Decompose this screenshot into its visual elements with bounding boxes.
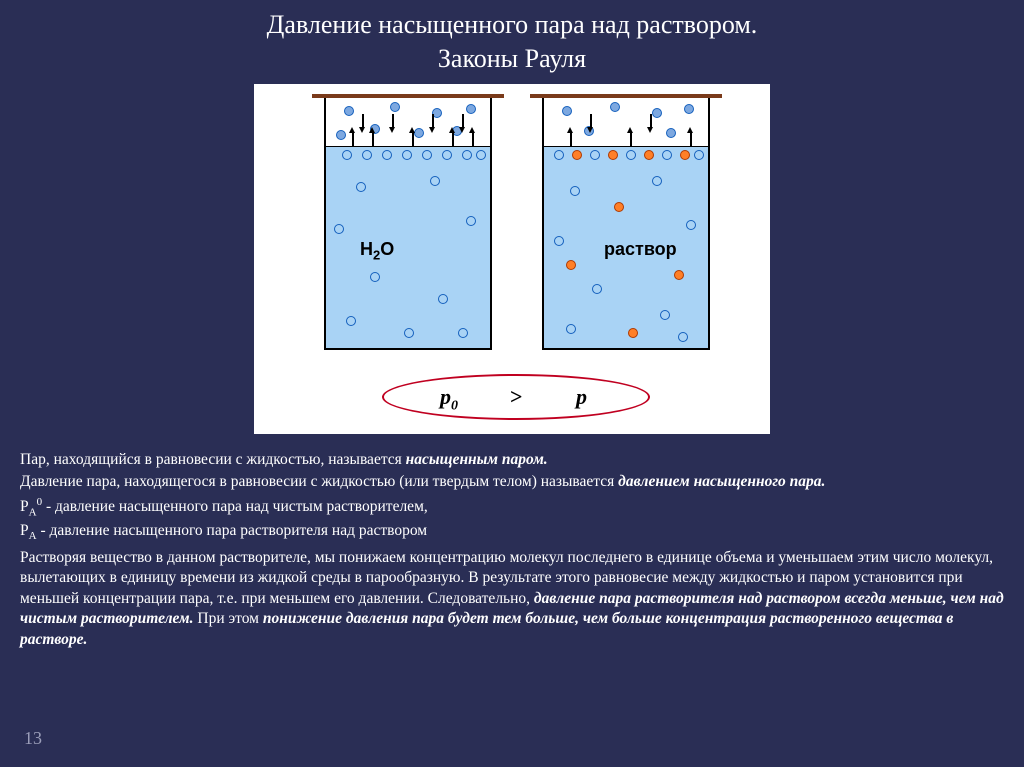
- evaporation-arrow: [630, 132, 632, 146]
- condensation-arrow: [392, 114, 394, 128]
- water-molecule: [570, 186, 580, 196]
- vapor-molecule: [666, 128, 676, 138]
- solute-molecule: [608, 150, 618, 160]
- vapor-region-inner: [544, 98, 708, 146]
- vapor-molecule: [432, 108, 442, 118]
- water-molecule: [476, 150, 486, 160]
- water-molecule: [652, 176, 662, 186]
- solute-molecule: [644, 150, 654, 160]
- evaporation-arrow: [570, 132, 572, 146]
- label-solution: раствор: [604, 239, 677, 260]
- para-5: Растворяя вещество в данном растворителе…: [20, 548, 1004, 650]
- p4-P: P: [20, 522, 29, 539]
- water-molecule: [566, 324, 576, 334]
- evaporation-arrow: [472, 132, 474, 146]
- para-1a: Пар, находящийся в равновесии с жидкость…: [20, 451, 406, 468]
- liquid-surface: [544, 146, 708, 148]
- para-4: PA - давление насыщенного пара растворит…: [20, 521, 1004, 544]
- water-molecule: [458, 328, 468, 338]
- evaporation-arrow: [690, 132, 692, 146]
- label-h2o: H2O: [360, 239, 394, 263]
- water-molecule: [438, 294, 448, 304]
- evaporation-arrow: [452, 132, 454, 146]
- water-molecule: [422, 150, 432, 160]
- raoult-diagram: H2O раствор p0 > p: [254, 84, 770, 434]
- p3-rest: - давление насыщенного пара над чистым р…: [42, 498, 428, 515]
- water-molecule: [362, 150, 372, 160]
- slide-title: Давление насыщенного пара над раствором.…: [0, 0, 1024, 76]
- vapor-molecule: [414, 128, 424, 138]
- vapor-molecule: [684, 104, 694, 114]
- water-molecule: [592, 284, 602, 294]
- water-molecule: [554, 150, 564, 160]
- title-line-2: Законы Рауля: [438, 44, 586, 73]
- vapor-molecule: [336, 130, 346, 140]
- p3-sub: A: [29, 506, 37, 518]
- vapor-molecule: [652, 108, 662, 118]
- water-molecule: [430, 176, 440, 186]
- para-2a: Давление пара, находящегося в равновесии…: [20, 473, 618, 490]
- title-line-1: Давление насыщенного пара над раствором.: [267, 10, 758, 39]
- para-1b: насыщенным паром.: [406, 451, 548, 468]
- water-molecule: [662, 150, 672, 160]
- evaporation-arrow: [412, 132, 414, 146]
- water-molecule: [382, 150, 392, 160]
- water-molecule: [678, 332, 688, 342]
- water-molecule: [462, 150, 472, 160]
- water-molecule: [660, 310, 670, 320]
- vapor-molecule: [610, 102, 620, 112]
- inequality-gt: >: [510, 384, 523, 410]
- condensation-arrow: [650, 114, 652, 128]
- vapor-molecule: [466, 104, 476, 114]
- p4-sub: A: [29, 530, 37, 542]
- solute-molecule: [680, 150, 690, 160]
- water-molecule: [370, 272, 380, 282]
- water-molecule: [356, 182, 366, 192]
- condensation-arrow: [462, 114, 464, 128]
- para-1: Пар, находящийся в равновесии с жидкость…: [20, 450, 1004, 470]
- para-2b: давлением насыщенного пара.: [618, 473, 825, 490]
- water-molecule: [334, 224, 344, 234]
- body-text: Пар, находящийся в равновесии с жидкость…: [0, 434, 1024, 651]
- liquid-surface: [326, 146, 490, 148]
- solute-molecule: [628, 328, 638, 338]
- water-molecule: [554, 236, 564, 246]
- solute-molecule: [572, 150, 582, 160]
- vapor-molecule: [390, 102, 400, 112]
- inequality-p0: p0: [440, 384, 458, 414]
- condensation-arrow: [590, 114, 592, 128]
- evaporation-arrow: [372, 132, 374, 146]
- vapor-region-inner: [326, 98, 490, 146]
- water-molecule: [466, 216, 476, 226]
- vapor-molecule: [344, 106, 354, 116]
- evaporation-arrow: [352, 132, 354, 146]
- water-molecule: [402, 150, 412, 160]
- para-3: PA0 - давление насыщенного пара над чист…: [20, 495, 1004, 520]
- para-2: Давление пара, находящегося в равновесии…: [20, 472, 1004, 492]
- water-molecule: [686, 220, 696, 230]
- water-molecule: [590, 150, 600, 160]
- water-molecule: [694, 150, 704, 160]
- water-molecule: [342, 150, 352, 160]
- solute-molecule: [566, 260, 576, 270]
- water-molecule: [404, 328, 414, 338]
- p5c: При этом: [194, 610, 263, 627]
- vapor-molecule: [562, 106, 572, 116]
- solute-molecule: [614, 202, 624, 212]
- water-molecule: [626, 150, 636, 160]
- p4-rest: - давление насыщенного пара растворителя…: [37, 522, 428, 539]
- solute-molecule: [674, 270, 684, 280]
- page-number: 13: [24, 728, 42, 749]
- water-molecule: [346, 316, 356, 326]
- condensation-arrow: [362, 114, 364, 128]
- inequality-p: p: [576, 384, 587, 410]
- water-molecule: [442, 150, 452, 160]
- condensation-arrow: [432, 114, 434, 128]
- diagram-area: H2O раствор p0 > p: [0, 84, 1024, 434]
- p3-P: P: [20, 498, 29, 515]
